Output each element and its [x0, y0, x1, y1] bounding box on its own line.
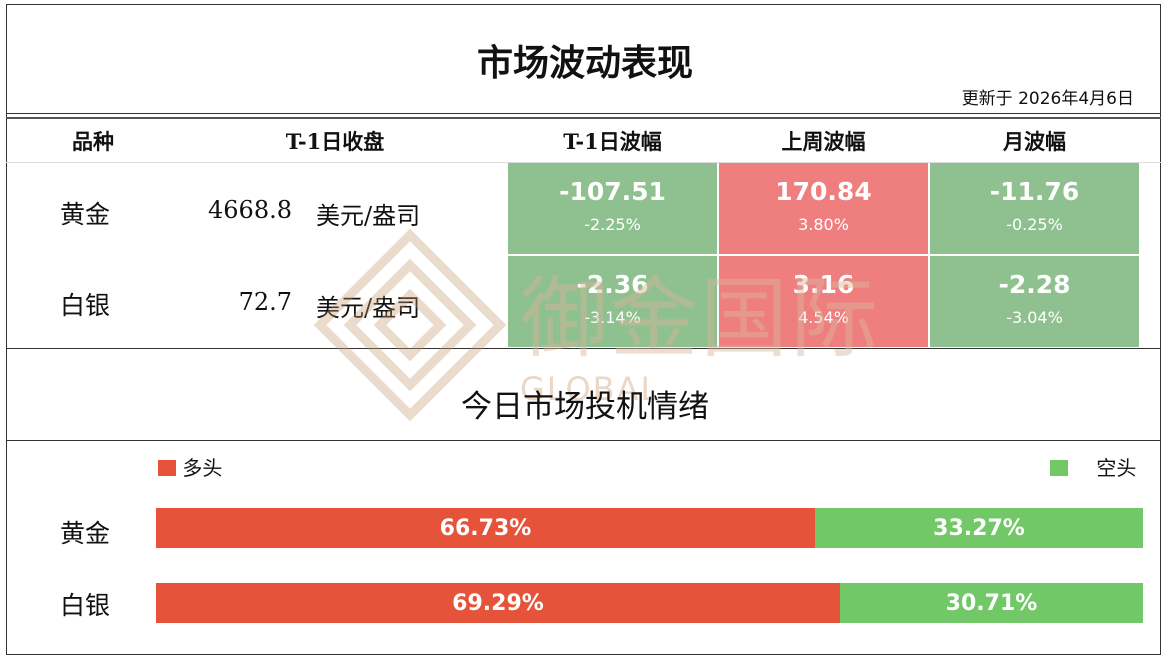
gold-day-range-value: -107.51	[559, 177, 666, 206]
update-date: 更新于 2026年4月6日	[961, 89, 1134, 109]
gold-month-range-pct: -0.25%	[1006, 215, 1063, 234]
silver-week-range-cell: 3.16 4.54%	[719, 256, 928, 347]
gold-day-range-pct: -2.25%	[584, 215, 641, 234]
header-divider	[6, 162, 1161, 163]
header-day-range: T-1日波幅	[563, 129, 662, 154]
legend-short: 空头	[1050, 452, 1136, 481]
silver-month-range-value: -2.28	[998, 270, 1071, 299]
gold-week-range-cell: 170.84 3.80%	[719, 163, 928, 254]
header-week-range: 上周波幅	[781, 129, 866, 154]
divider	[6, 440, 1161, 441]
gold-close-value: 4668.8	[208, 196, 292, 224]
gold-day-range-cell: -107.51 -2.25%	[508, 163, 717, 254]
gold-close-unit: 美元/盎司	[316, 202, 421, 230]
gold-week-range-value: 170.84	[775, 177, 872, 206]
gold-month-range-cell: -11.76 -0.25%	[930, 163, 1139, 254]
legend-long-label: 多头	[182, 456, 223, 480]
silver-month-range-pct: -3.04%	[1006, 308, 1063, 327]
divider	[6, 113, 1161, 114]
row-label-silver: 白银	[60, 291, 111, 320]
legend-long-swatch	[158, 460, 176, 476]
page-title: 市场波动表现	[476, 42, 693, 84]
sentiment-label-silver: 白银	[60, 591, 111, 620]
silver-day-range-cell: -2.36 -3.14%	[508, 256, 717, 347]
silver-month-range-cell: -2.28 -3.04%	[930, 256, 1139, 347]
header-month-range: 月波幅	[1003, 129, 1066, 154]
legend-long: 多头	[158, 452, 222, 481]
gold-month-range-value: -11.76	[989, 177, 1080, 206]
silver-close-unit: 美元/盎司	[316, 294, 421, 322]
sentiment-bar-gold-long: 66.73%	[156, 508, 815, 548]
sentiment-label-gold: 黄金	[60, 519, 111, 548]
legend-short-label: 空头	[1096, 456, 1137, 480]
silver-week-range-value: 3.16	[792, 270, 855, 299]
silver-day-range-pct: -3.14%	[584, 308, 641, 327]
divider	[6, 348, 1161, 349]
header-close: T-1日收盘	[285, 129, 385, 154]
legend-short-swatch	[1050, 460, 1068, 476]
watermark-text-cn: 御金国际	[520, 267, 881, 370]
sentiment-title: 今日市场投机情绪	[461, 389, 709, 425]
sentiment-bar-gold-short: 33.27%	[815, 508, 1143, 548]
divider	[6, 117, 1161, 119]
header-variety: 品种	[72, 129, 114, 154]
sentiment-bar-gold: 66.73% 33.27%	[156, 508, 1143, 548]
gold-week-range-pct: 3.80%	[798, 215, 849, 234]
silver-close-value: 72.7	[238, 288, 292, 316]
sentiment-bar-silver: 69.29% 30.71%	[156, 583, 1143, 623]
sentiment-bar-silver-long: 69.29%	[156, 583, 840, 623]
row-label-gold: 黄金	[60, 200, 111, 229]
silver-week-range-pct: 4.54%	[798, 308, 849, 327]
watermark-text-en: GLOBAL	[520, 370, 661, 408]
sentiment-bar-silver-short: 30.71%	[840, 583, 1143, 623]
silver-day-range-value: -2.36	[576, 270, 649, 299]
